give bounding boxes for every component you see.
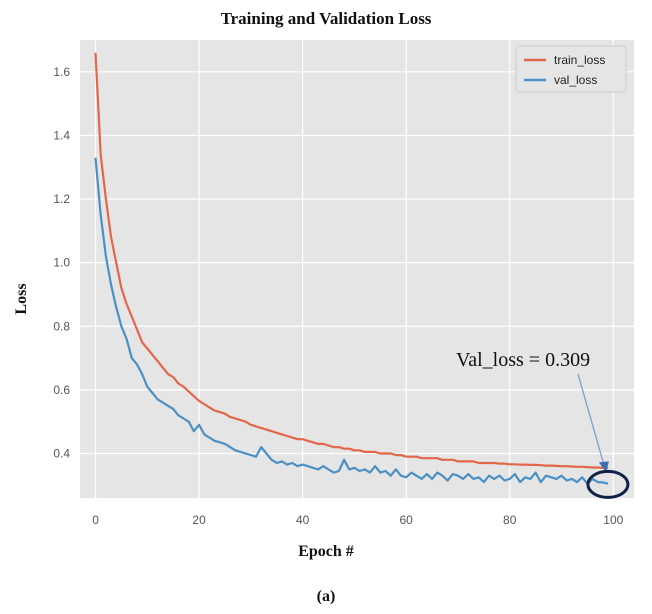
x-axis-label: Epoch # [298, 543, 354, 560]
annotation-circle [586, 469, 630, 499]
x-tick-label: 20 [192, 513, 206, 527]
y-tick-label: 1.2 [53, 192, 70, 206]
series-line-val_loss [94, 157, 609, 485]
y-tick-label: 0.4 [53, 446, 70, 460]
series-lines [94, 52, 609, 485]
y-tick-label: 1.4 [53, 128, 70, 142]
figure-caption: (a) [316, 588, 336, 605]
y-tick-label: 0.6 [53, 383, 70, 397]
x-tick-label: 40 [296, 513, 310, 527]
x-tick-label: 80 [503, 513, 517, 527]
y-tick-label: 1.6 [53, 65, 70, 79]
grid-lines [80, 40, 634, 498]
y-tick-label: 0.8 [53, 319, 70, 333]
x-tick-label: 0 [92, 513, 99, 527]
x-tick-label: 100 [603, 513, 623, 527]
x-tick-label: 60 [400, 513, 414, 527]
annotation-arrow-head [598, 461, 609, 473]
annotation: Val_loss = 0.309 [456, 349, 630, 499]
tick-labels: 0 20 40 60 80 100 0.4 0.6 0.8 1.0 1.2 1.4 1.6 [53, 65, 623, 527]
chart-title: Training and Validation Loss [220, 9, 432, 28]
series-line-train_loss [94, 52, 609, 469]
legend-label-val_loss: val_loss [554, 73, 597, 87]
annotation-text: Val_loss = 0.309 [456, 349, 590, 371]
annotation-arrow-line [577, 373, 606, 469]
y-tick-label: 1.0 [53, 256, 70, 270]
legend: train_loss val_loss [515, 45, 627, 93]
legend-label-train_loss: train_loss [554, 53, 605, 67]
plot-area [80, 40, 634, 498]
